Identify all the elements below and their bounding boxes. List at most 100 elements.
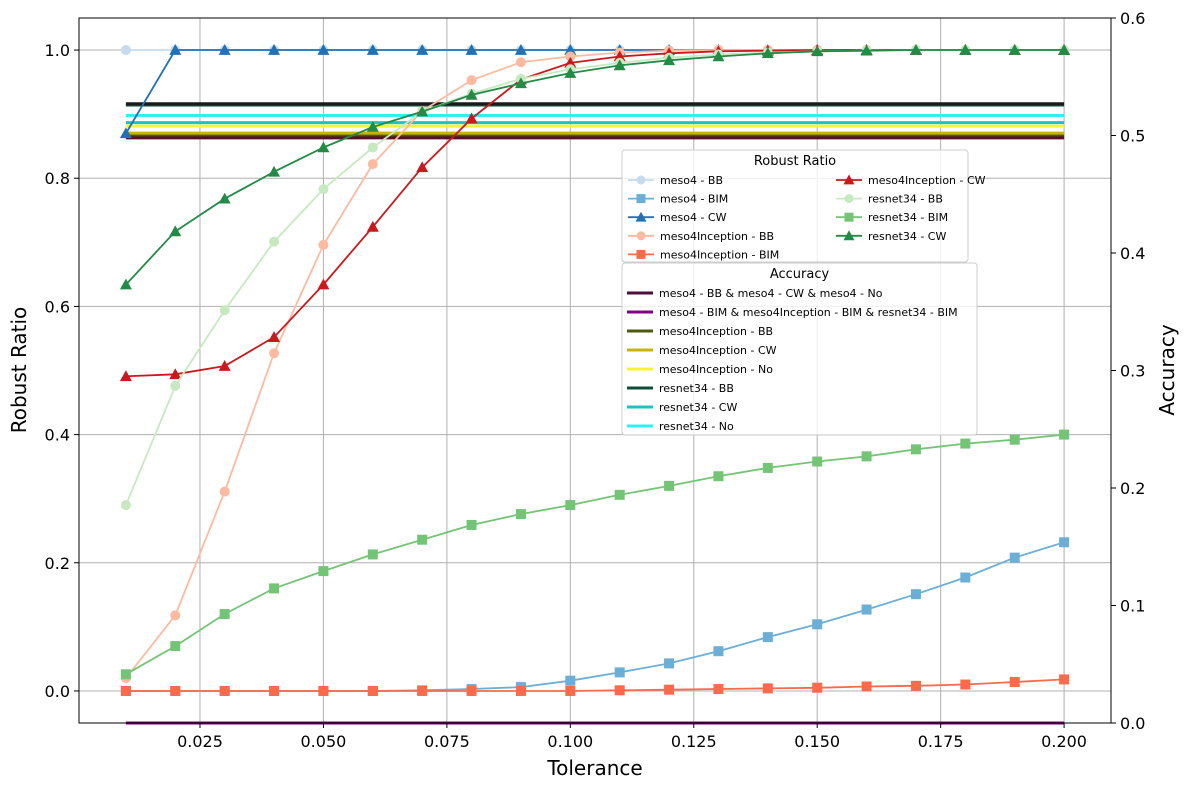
y-tick-label: 0.4 — [45, 426, 70, 445]
data-point — [565, 685, 576, 696]
legend-label: meso4Inception - CW — [659, 344, 777, 357]
data-point — [910, 444, 921, 455]
x-axis-title: Tolerance — [546, 756, 642, 780]
data-point — [317, 141, 330, 153]
data-point — [170, 380, 181, 391]
legend-title: Robust Ratio — [754, 154, 836, 169]
data-point — [367, 159, 378, 170]
data-point — [712, 50, 725, 62]
data-point — [1059, 674, 1070, 685]
data-point — [170, 641, 181, 652]
legend-label: meso4Inception - CW — [868, 174, 986, 187]
data-point — [466, 685, 477, 696]
plot-frame — [78, 17, 1112, 724]
y-tick-label: 0.0 — [45, 682, 70, 701]
legend-label: resnet34 - No — [659, 420, 734, 433]
data-point — [367, 685, 378, 696]
data-point — [1059, 537, 1070, 548]
y2-tick-label: 0.2 — [1120, 479, 1145, 498]
data-point — [910, 589, 921, 600]
y2-axis-title: Accuracy — [1155, 324, 1179, 415]
legend-label: resnet34 - CW — [868, 230, 946, 243]
data-point — [960, 572, 971, 583]
y-axis-title: Robust Ratio — [7, 307, 31, 434]
data-point — [812, 682, 823, 693]
x-tick-label: 0.200 — [1041, 732, 1087, 751]
y-tick-label: 0.2 — [45, 554, 70, 573]
data-point — [515, 685, 526, 696]
legend-label: meso4 - CW — [660, 211, 727, 224]
legend-label: meso4 - BB — [660, 174, 723, 187]
data-point — [219, 305, 230, 316]
data-point — [268, 44, 281, 55]
data-point — [269, 236, 280, 247]
data-point — [119, 278, 132, 290]
data-point — [367, 549, 378, 560]
data-point — [120, 500, 131, 511]
series-line — [125, 433, 1065, 676]
x-tick-label: 0.100 — [547, 732, 593, 751]
data-point — [170, 685, 181, 696]
legend-label: meso4Inception - BIM — [660, 248, 779, 261]
legend-swatch-marker — [636, 249, 646, 259]
y-tick-label: 0.6 — [45, 297, 70, 316]
series-group — [119, 44, 1071, 290]
legend-swatch-marker — [843, 174, 855, 185]
legend-label: meso4 - BIM — [660, 193, 728, 206]
data-point — [565, 675, 576, 686]
data-point — [614, 489, 625, 500]
data-point — [960, 438, 971, 449]
data-point — [861, 681, 872, 692]
data-point — [120, 685, 131, 696]
data-point — [417, 534, 428, 545]
data-point — [169, 225, 182, 237]
y2-tick-label: 0.1 — [1120, 597, 1145, 616]
legend-label: resnet34 - BB — [659, 382, 734, 395]
data-point — [318, 566, 329, 577]
legend-swatch-marker — [636, 175, 646, 185]
y2-tick-label: 0.3 — [1120, 362, 1145, 381]
data-point — [318, 685, 329, 696]
data-point — [268, 165, 281, 177]
data-point — [614, 667, 625, 678]
x-tick-label: 0.125 — [671, 732, 717, 751]
legend-robust-ratio: Robust Ratio meso4 - BB meso4 - BIM meso4 -… — [621, 149, 986, 263]
series-layer — [119, 44, 1071, 696]
legend-swatch-marker — [844, 194, 854, 204]
data-point — [1009, 552, 1020, 563]
data-point — [366, 44, 379, 55]
series-line — [125, 678, 1065, 692]
data-point — [565, 500, 576, 511]
data-point — [318, 239, 329, 250]
legend-box — [621, 262, 978, 436]
data-point — [762, 632, 773, 643]
data-point — [860, 44, 873, 56]
data-point — [1009, 676, 1020, 687]
data-point — [416, 161, 429, 173]
legend-label: resnet34 - CW — [659, 401, 737, 414]
data-point — [366, 220, 379, 232]
legend-swatch-marker — [843, 230, 855, 241]
series-group — [120, 429, 1070, 680]
data-point — [1058, 44, 1071, 55]
data-point — [514, 77, 527, 89]
data-point — [664, 684, 675, 695]
data-point — [514, 44, 527, 55]
data-point — [219, 486, 230, 497]
data-point — [861, 451, 872, 462]
legend-label: meso4Inception - BB — [659, 325, 773, 338]
data-point — [119, 370, 132, 382]
legend-swatch-marker — [636, 194, 646, 204]
data-point — [861, 604, 872, 615]
data-point — [613, 59, 626, 71]
series-line — [125, 49, 1065, 286]
legend-accuracy: Accuracy meso4 - BB & meso4 - CW & meso4 … — [621, 262, 978, 436]
x-tick-label: 0.025 — [177, 732, 223, 751]
data-point — [1009, 434, 1020, 445]
y2-tick-label: 0.0 — [1120, 714, 1145, 733]
data-point — [811, 45, 824, 57]
data-point — [465, 88, 478, 100]
data-point — [219, 685, 230, 696]
data-point — [269, 348, 280, 359]
legend-label: meso4 - BB & meso4 - CW & meso4 - No — [659, 287, 883, 300]
